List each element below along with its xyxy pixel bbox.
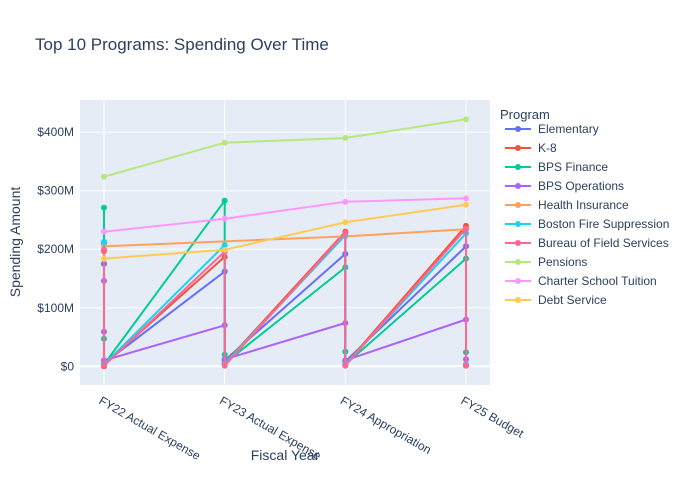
legend-item[interactable]: BPS Finance xyxy=(505,160,608,174)
data-point xyxy=(101,255,107,262)
data-point xyxy=(463,225,469,232)
data-point xyxy=(101,173,107,180)
legend[interactable]: Program Elementary K-8 BPS Finance BPS Oper… xyxy=(500,107,669,307)
data-point xyxy=(342,198,349,205)
plot-background xyxy=(80,100,490,385)
data-point xyxy=(221,242,228,249)
legend-swatch-marker xyxy=(515,145,521,151)
legend-swatch-marker xyxy=(515,278,521,284)
y-tick-label: $0 xyxy=(61,359,75,373)
legend-swatch-marker xyxy=(515,126,521,132)
legend-label: Boston Fire Suppression xyxy=(538,217,669,231)
legend-swatch-marker xyxy=(515,240,521,246)
legend-label: BPS Operations xyxy=(538,179,624,193)
legend-label: BPS Finance xyxy=(538,160,608,174)
legend-swatch-marker xyxy=(515,259,521,265)
legend-item[interactable]: Debt Service xyxy=(505,293,607,307)
data-point xyxy=(342,219,349,226)
data-point xyxy=(221,362,228,369)
data-point xyxy=(342,135,349,142)
series-line xyxy=(103,227,467,367)
legend-item[interactable]: Charter School Tuition xyxy=(505,274,657,288)
data-point xyxy=(101,362,107,369)
legend-swatch-marker xyxy=(515,221,521,227)
chart-title: Top 10 Programs: Spending Over Time xyxy=(35,35,329,54)
y-tick-label: $300M xyxy=(37,184,74,198)
legend-item[interactable]: K-8 xyxy=(505,141,557,155)
y-axis-title: Spending Amount xyxy=(7,187,23,298)
series-line xyxy=(103,118,467,178)
legend-label: Debt Service xyxy=(538,293,607,307)
data-point xyxy=(221,246,228,253)
data-point xyxy=(101,238,107,245)
series-debt-service xyxy=(101,201,469,262)
data-point xyxy=(101,228,107,235)
y-tick-label: $400M xyxy=(37,125,74,139)
legend-item[interactable]: Boston Fire Suppression xyxy=(505,217,669,231)
legend-label: Charter School Tuition xyxy=(538,274,657,288)
y-axis-ticks: $0 $100M $200M $300M $400M xyxy=(37,125,74,373)
x-tick-label: FY25 Budget xyxy=(459,393,527,440)
legend-label: Health Insurance xyxy=(538,198,629,212)
series-line xyxy=(103,197,467,233)
legend-item[interactable]: Health Insurance xyxy=(505,198,629,212)
data-point xyxy=(463,362,469,369)
data-point xyxy=(101,246,107,253)
legend-item[interactable]: BPS Operations xyxy=(505,179,624,193)
data-point xyxy=(221,215,228,222)
legend-item[interactable]: Pensions xyxy=(505,255,587,269)
legend-title: Program xyxy=(500,107,550,122)
legend-label: K-8 xyxy=(538,141,557,155)
legend-label: Pensions xyxy=(538,255,587,269)
series-pensions xyxy=(101,116,469,180)
legend-swatch-marker xyxy=(515,297,521,303)
data-point xyxy=(221,139,228,146)
data-point xyxy=(463,201,469,208)
legend-item[interactable]: Bureau of Field Services xyxy=(505,236,669,250)
legend-item[interactable]: Elementary xyxy=(505,122,599,136)
data-point xyxy=(342,229,349,236)
data-point xyxy=(101,204,107,211)
series-layer xyxy=(101,116,469,370)
series-charter-school-tuition xyxy=(101,195,469,235)
legend-label: Elementary xyxy=(538,122,599,136)
legend-label: Bureau of Field Services xyxy=(538,236,669,250)
y-tick-label: $200M xyxy=(37,242,74,256)
legend-swatch-marker xyxy=(515,183,521,189)
series-line xyxy=(103,203,467,260)
data-point xyxy=(463,195,469,202)
y-tick-label: $100M xyxy=(37,301,74,315)
data-point xyxy=(342,362,349,369)
x-tick-label: FY24 Appropriation xyxy=(338,393,434,456)
data-point xyxy=(463,116,469,123)
x-tick-label: FY22 Actual Expense xyxy=(97,393,204,463)
data-point xyxy=(221,197,228,204)
legend-swatch-marker xyxy=(515,202,521,208)
legend-swatch-marker xyxy=(515,164,521,170)
x-axis-title: Fiscal Year xyxy=(251,447,320,463)
